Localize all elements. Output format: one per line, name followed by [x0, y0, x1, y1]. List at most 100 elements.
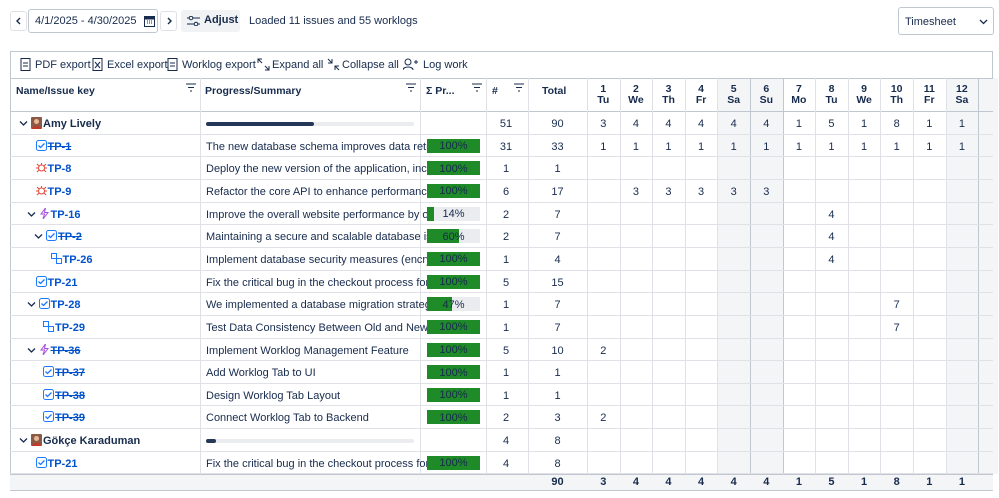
issue-key[interactable]: TP-38 [55, 389, 85, 402]
footer-day-total: 4 [763, 476, 770, 489]
progress-bar [206, 439, 217, 444]
issue-type-icon [39, 343, 49, 355]
column-header: # [492, 85, 498, 97]
day-divider [652, 78, 654, 475]
day-weekday: Tu [597, 94, 610, 106]
avatar [31, 117, 42, 129]
issue-type-icon [46, 230, 57, 242]
day-number: 8 [828, 83, 835, 95]
issue-key[interactable]: TP-21 [47, 276, 78, 289]
day-hours: 4 [698, 118, 705, 130]
issue-summary: We implemented a database migration stra… [206, 299, 449, 312]
progress-fill [427, 297, 452, 312]
progress-label: 100% [439, 344, 468, 356]
day-weekday: Th [890, 94, 904, 106]
total-hours: 7 [554, 299, 561, 312]
action-icon [403, 58, 418, 71]
issue-key[interactable]: TP-28 [50, 299, 81, 312]
total-hours: 1 [554, 389, 561, 402]
issue-summary: Improve the overall website performance … [206, 208, 447, 221]
header-border [10, 78, 993, 112]
issue-key[interactable]: TP-8 [47, 163, 72, 176]
progress-label: 100% [439, 276, 468, 289]
day-weekday: Su [759, 94, 773, 106]
weekend-column [978, 78, 999, 475]
issue-key[interactable]: TP-2 [58, 231, 82, 244]
action-label: PDF export [35, 59, 91, 71]
worklog-count: 4 [502, 435, 510, 448]
day-hours: 1 [893, 140, 900, 153]
expand-chevron [27, 302, 35, 308]
issue-key[interactable]: TP-39 [55, 412, 85, 425]
progress-label: 100% [439, 321, 468, 334]
issue-key[interactable]: TP-21 [47, 457, 78, 470]
day-weekday: Th [662, 94, 675, 106]
prev-button[interactable] [10, 11, 27, 31]
worklog-count: 5 [502, 344, 510, 357]
day-weekday: Mo [791, 94, 807, 106]
issue-summary: Implement database security measures (en… [206, 253, 447, 266]
issue-summary: Fix the critical bug in the checkout pro… [206, 457, 442, 470]
issue-key[interactable]: TP-16 [50, 208, 81, 221]
day-hours: 3 [730, 185, 737, 198]
worklog-count: 1 [502, 299, 510, 312]
day-hours: 1 [632, 140, 639, 153]
worklog-count: 1 [502, 321, 510, 334]
day-hours: 1 [795, 140, 802, 153]
issue-type-icon [35, 163, 47, 173]
view-label: Timesheet [905, 16, 956, 28]
action-label: Expand all [272, 59, 324, 71]
worklog-count: 6 [502, 185, 510, 198]
expand-chevron [19, 438, 28, 444]
day-hours: 1 [795, 118, 802, 130]
day-number: 1 [600, 83, 607, 95]
progress-label: 100% [439, 366, 468, 379]
day-divider [717, 78, 719, 475]
day-hours: 1 [763, 140, 770, 153]
day-weekday: Tu [825, 94, 838, 106]
progress-bar [206, 122, 315, 126]
day-hours: 3 [763, 185, 770, 198]
issue-type-icon [35, 456, 47, 468]
issue-type-icon [35, 275, 47, 287]
footer-day-total: 1 [795, 476, 802, 489]
issue-key[interactable]: TP-26 [62, 253, 93, 266]
progress-fill [427, 274, 480, 289]
weekend-column [750, 78, 783, 475]
footer-day-total: 5 [828, 476, 835, 489]
action-icon [20, 58, 31, 71]
date-range-input[interactable]: 4/1/2025 - 4/30/2025 [28, 9, 158, 33]
issue-key[interactable]: TP-36 [50, 344, 81, 357]
row-border [10, 450, 993, 452]
next-button[interactable] [160, 11, 177, 31]
day-weekday: Sa [955, 94, 969, 106]
chevron-right [167, 17, 172, 25]
worklog-count: 31 [499, 140, 513, 153]
worklog-count: 1 [502, 163, 510, 176]
action-label: Excel export [107, 59, 168, 71]
column-divider [587, 78, 588, 475]
progress-label: 14% [442, 208, 465, 221]
adjust-button[interactable]: Adjust [181, 10, 240, 32]
row-border [10, 360, 993, 362]
issue-key[interactable]: TP-1 [47, 140, 72, 153]
day-divider [782, 78, 784, 475]
view-select[interactable]: Timesheet [898, 7, 994, 35]
issue-key[interactable]: TP-29 [55, 321, 85, 334]
weekend-column [717, 78, 750, 475]
day-hours: 4 [763, 118, 770, 130]
progress-fill [427, 161, 480, 176]
worklog-count: 2 [502, 208, 510, 221]
day-weekday: Sa [727, 94, 741, 106]
day-hours: 1 [828, 140, 835, 153]
row-border [10, 269, 993, 271]
issue-key[interactable]: TP-37 [55, 367, 85, 380]
column-header: Total [542, 85, 567, 97]
expand-chevron [27, 211, 35, 217]
total-hours: 3 [554, 412, 561, 425]
expand-chevron [27, 347, 35, 353]
filter-icon [406, 83, 416, 92]
issue-key[interactable]: TP-9 [47, 185, 72, 198]
issue-type-icon [43, 411, 54, 423]
total-hours: 4 [554, 253, 561, 266]
